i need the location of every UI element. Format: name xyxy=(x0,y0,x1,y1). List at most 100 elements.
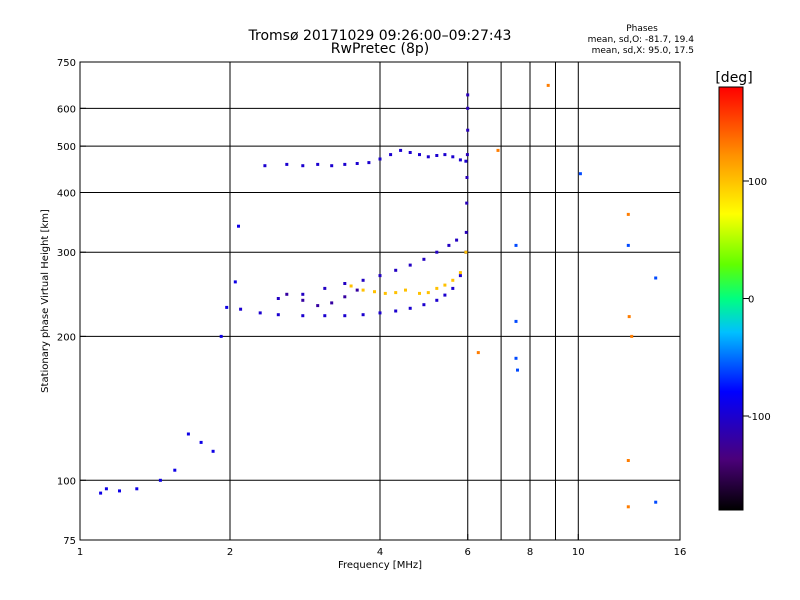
data-point xyxy=(301,164,305,168)
data-point xyxy=(435,298,439,302)
y-tick-label: 500 xyxy=(57,142,76,153)
x-tick-label: 16 xyxy=(674,547,687,558)
data-point xyxy=(654,276,658,280)
data-point xyxy=(465,201,469,205)
data-point xyxy=(464,159,468,163)
chart-subtitle: RwPretec (8p) xyxy=(331,41,429,57)
data-point xyxy=(158,478,162,482)
data-point xyxy=(301,314,305,318)
data-point xyxy=(466,93,470,97)
data-point xyxy=(104,487,108,491)
colorbar-tick-label: -100 xyxy=(748,412,771,423)
data-point xyxy=(225,305,229,309)
data-point xyxy=(514,319,518,323)
data-point xyxy=(394,268,398,272)
data-point xyxy=(422,303,426,307)
y-tick-label: 300 xyxy=(57,248,76,259)
data-point xyxy=(408,263,412,267)
x-tick-label: 4 xyxy=(377,547,383,558)
data-point xyxy=(451,278,455,282)
data-point xyxy=(99,491,103,495)
data-point xyxy=(186,432,190,436)
data-point xyxy=(361,313,365,317)
data-point xyxy=(408,306,412,310)
phase-stats-o: mean, sd,O: -81.7, 19.4 xyxy=(588,35,695,45)
data-point xyxy=(451,155,455,159)
colorbar-tick-label: 100 xyxy=(748,177,767,188)
data-point xyxy=(399,148,403,152)
y-tick-label: 100 xyxy=(57,476,76,487)
data-point xyxy=(323,314,327,318)
y-tick-label: 400 xyxy=(57,188,76,199)
phase-stats-x: mean, sd,X: 95.0, 17.5 xyxy=(592,46,694,56)
data-point xyxy=(323,286,327,290)
data-point xyxy=(435,250,439,254)
data-point xyxy=(330,301,334,305)
data-point xyxy=(135,487,139,491)
data-point xyxy=(464,250,468,254)
data-point xyxy=(285,292,289,296)
y-tick-label: 600 xyxy=(57,104,76,115)
data-point xyxy=(316,162,320,166)
data-point xyxy=(496,148,500,152)
data-point xyxy=(654,500,658,504)
x-tick-label: 2 xyxy=(227,547,233,558)
data-point xyxy=(378,274,382,278)
data-point xyxy=(343,295,347,299)
data-point xyxy=(627,315,631,319)
data-point xyxy=(476,351,480,355)
phase-stats-heading: Phases xyxy=(626,24,658,34)
data-point xyxy=(258,311,262,315)
data-point xyxy=(418,153,421,157)
x-tick-label: 6 xyxy=(465,547,471,558)
data-point xyxy=(343,162,347,166)
colorbar-label: [deg] xyxy=(715,70,752,86)
grid-lines xyxy=(80,62,680,540)
data-point xyxy=(355,288,359,292)
data-point xyxy=(263,164,267,168)
data-point xyxy=(173,468,177,472)
data-point xyxy=(343,314,347,318)
data-point xyxy=(404,288,407,292)
data-point xyxy=(422,257,426,261)
x-tick-label: 10 xyxy=(572,547,585,558)
data-point xyxy=(546,83,550,87)
data-point xyxy=(458,158,462,162)
data-point xyxy=(349,284,353,288)
x-tick-label: 8 xyxy=(527,547,533,558)
data-point xyxy=(514,356,518,360)
x-axis-label: Frequency [MHz] xyxy=(338,560,422,571)
data-point xyxy=(626,212,630,216)
data-point xyxy=(408,151,412,154)
x-ticks: 1 2 4 6 8 10 16 xyxy=(77,534,687,558)
data-point xyxy=(451,286,455,290)
data-point xyxy=(301,298,305,302)
data-point xyxy=(514,243,518,247)
data-point xyxy=(443,283,447,287)
data-point xyxy=(378,311,382,315)
data-point xyxy=(626,243,630,247)
data-point xyxy=(626,459,630,462)
data-point xyxy=(516,368,519,372)
data-point xyxy=(578,172,582,176)
data-point xyxy=(219,334,223,338)
data-point xyxy=(383,291,387,295)
data-point xyxy=(465,176,469,179)
data-point xyxy=(367,161,371,165)
data-point xyxy=(455,238,459,242)
data-point xyxy=(426,155,430,159)
data-points xyxy=(99,83,658,509)
data-point xyxy=(301,292,305,296)
data-point xyxy=(394,291,398,295)
data-point xyxy=(239,307,243,311)
data-point xyxy=(447,243,451,247)
x-tick-label: 1 xyxy=(77,547,83,558)
data-point xyxy=(343,282,347,285)
data-point xyxy=(426,291,430,295)
data-point xyxy=(237,224,240,228)
colorbar xyxy=(718,86,744,511)
data-point xyxy=(630,334,634,338)
data-point xyxy=(330,164,334,168)
data-point xyxy=(361,278,365,282)
